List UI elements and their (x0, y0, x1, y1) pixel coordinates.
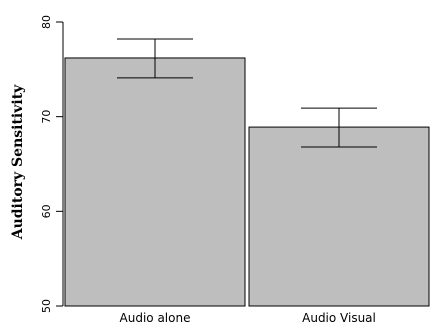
y-tick-label-50: 50 (40, 299, 53, 313)
y-axis: 50 60 70 80 (40, 15, 64, 313)
category-label-0: Audio alone (120, 311, 191, 325)
y-tick-label-80: 80 (40, 15, 53, 29)
bar-audio-alone (64, 57, 246, 307)
category-labels: Audio alone Audio Visual (120, 311, 376, 325)
bars (64, 57, 430, 307)
y-tick-label-70: 70 (40, 110, 53, 124)
error-bars (117, 38, 377, 148)
category-label-1: Audio Visual (302, 311, 376, 325)
y-tick-label-60: 60 (40, 204, 53, 218)
y-axis-label: Auditory Sensitivity (10, 84, 26, 240)
bar-audio-visual (248, 126, 430, 307)
